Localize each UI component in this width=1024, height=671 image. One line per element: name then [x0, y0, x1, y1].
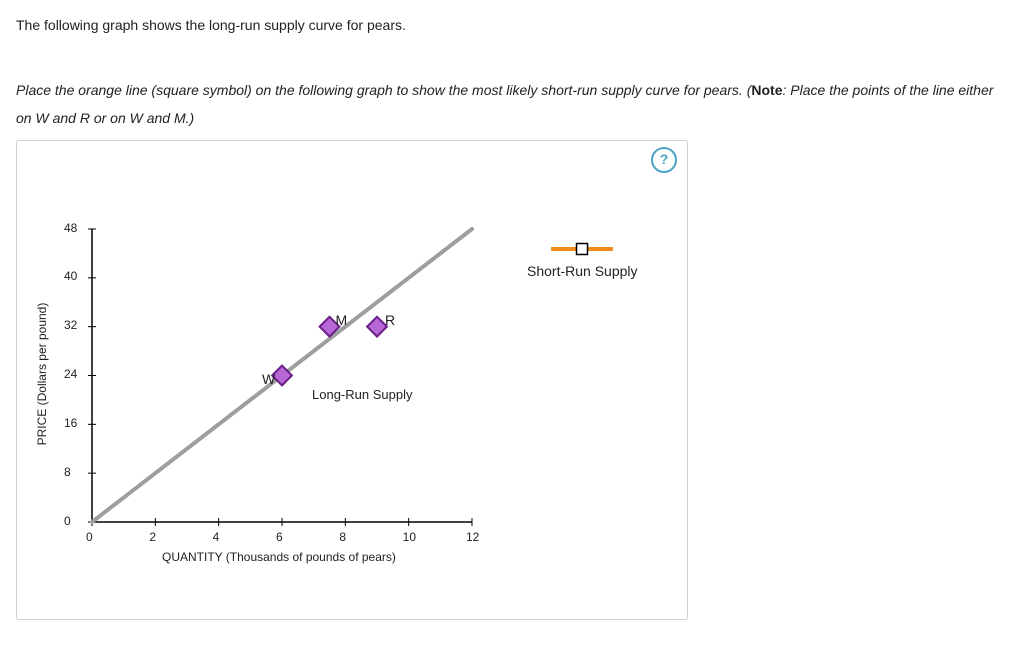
point-label-m: M: [336, 312, 348, 328]
x-tick-label: 0: [86, 530, 93, 544]
legend-symbol-icon: [547, 241, 617, 257]
x-axis-label: QUANTITY (Thousands of pounds of pears): [162, 550, 396, 564]
x-tick-label: 2: [149, 530, 156, 544]
chart-svg: [17, 141, 689, 621]
short-run-supply-legend[interactable]: Short-Run Supply: [527, 241, 638, 279]
y-tick-label: 0: [64, 514, 71, 528]
x-tick-label: 12: [466, 530, 479, 544]
legend-label: Short-Run Supply: [527, 263, 638, 279]
y-tick-label: 48: [64, 221, 77, 235]
long-run-supply-label: Long-Run Supply: [312, 387, 412, 402]
intro-text: The following graph shows the long-run s…: [16, 16, 1008, 36]
y-tick-label: 8: [64, 465, 71, 479]
point-r[interactable]: [367, 316, 387, 336]
point-label-w: W: [262, 371, 275, 387]
y-tick-label: 32: [64, 318, 77, 332]
x-tick-label: 10: [403, 530, 416, 544]
y-tick-label: 16: [64, 416, 77, 430]
y-tick-label: 24: [64, 367, 77, 381]
chart-area[interactable]: 024681012081624324048Long-Run SupplyWMRP…: [17, 141, 687, 619]
x-tick-label: 6: [276, 530, 283, 544]
instruction-text: Place the orange line (square symbol) on…: [16, 76, 1008, 132]
point-label-r: R: [385, 312, 395, 328]
note-label: Note: [751, 82, 782, 98]
x-tick-label: 4: [213, 530, 220, 544]
chart-panel: ? 024681012081624324048Long-Run SupplyWM…: [16, 140, 688, 620]
y-axis-label: PRICE (Dollars per pound): [35, 294, 49, 454]
instruction-part-1: Place the orange line (square symbol) on…: [16, 82, 751, 98]
x-tick-label: 8: [339, 530, 346, 544]
y-tick-label: 40: [64, 269, 77, 283]
